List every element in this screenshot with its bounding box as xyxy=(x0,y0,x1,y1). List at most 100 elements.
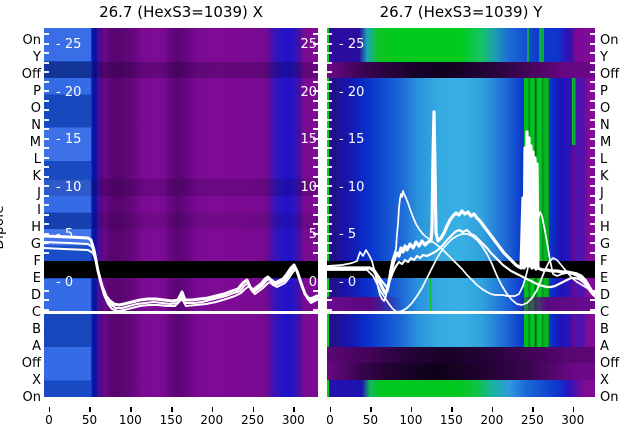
axis-minor-tick xyxy=(590,299,595,301)
row-label: D xyxy=(30,287,41,303)
axis-minor-tick xyxy=(590,33,595,35)
x-tick-label: 0 xyxy=(326,413,334,427)
x-tick-label: 200 xyxy=(200,413,224,427)
x-tick xyxy=(293,407,295,412)
axis-minor-tick xyxy=(313,128,318,130)
trace-line xyxy=(327,190,595,302)
axis-minor-tick xyxy=(327,204,332,206)
x-tick-label: 300 xyxy=(561,413,585,427)
y-tick-label: - 10 xyxy=(56,180,82,195)
axis-minor-tick xyxy=(313,166,318,168)
heatmap-band xyxy=(44,178,318,196)
axis-minor-tick xyxy=(313,99,318,102)
y-tick-label: - 20 xyxy=(56,85,82,100)
axis-minor-tick xyxy=(590,232,595,235)
axis-minor-tick xyxy=(44,213,49,216)
y-tick-label: - 5 xyxy=(56,227,74,242)
x-tick-label: 150 xyxy=(439,413,463,427)
x-tick xyxy=(410,407,413,412)
x-tick xyxy=(130,407,132,412)
axis-minor-tick xyxy=(590,71,595,73)
row-label: J xyxy=(600,185,604,201)
x-tick xyxy=(329,407,332,412)
row-label: Off xyxy=(600,355,620,371)
axis-minor-tick xyxy=(327,71,332,73)
axis-minor-tick xyxy=(327,42,332,45)
trace-line xyxy=(44,241,318,309)
row-label: N xyxy=(600,117,610,133)
x-tick xyxy=(451,407,453,412)
heatmap-band xyxy=(327,61,595,79)
axis-minor-tick xyxy=(590,166,595,168)
heatmap-band xyxy=(327,311,595,314)
axis-minor-tick xyxy=(44,175,49,178)
row-label: X xyxy=(32,372,41,388)
y-tick-label-right: 20 xyxy=(300,85,317,100)
row-label: I xyxy=(37,202,41,218)
row-label: Y xyxy=(600,49,608,65)
heatmap-base xyxy=(44,28,318,397)
trace-lines xyxy=(44,234,318,312)
axis-minor-tick xyxy=(313,52,318,54)
y-tick-label: - 10 xyxy=(339,180,365,195)
axis-minor-tick xyxy=(327,156,332,159)
x-tick xyxy=(252,407,254,412)
axis-minor-tick xyxy=(44,204,49,206)
trace-line xyxy=(44,247,318,312)
heatmap-band xyxy=(571,78,576,145)
row-label: On xyxy=(22,389,41,405)
axis-minor-tick xyxy=(44,109,49,111)
axis-minor-tick xyxy=(313,232,318,235)
row-label: K xyxy=(600,168,609,184)
heatmap-band xyxy=(44,311,318,314)
x-tick xyxy=(532,407,534,412)
x-tick xyxy=(171,407,173,412)
row-label: F xyxy=(600,253,608,269)
y-tick-label: - 0 xyxy=(56,275,74,290)
trace-line xyxy=(327,110,595,297)
x-axis-left: 0 50 100 150 200 250 300 xyxy=(44,397,318,439)
axis-minor-tick xyxy=(327,166,332,168)
row-label: C xyxy=(600,304,610,320)
row-label: P xyxy=(600,83,608,99)
axis-minor-tick xyxy=(590,156,595,159)
axis-minor-tick xyxy=(327,61,332,64)
y-tick-label: - 25 xyxy=(339,37,365,52)
axis-minor-tick xyxy=(44,80,49,83)
row-label: J xyxy=(37,185,41,201)
axis-minor-tick xyxy=(44,251,49,254)
row-label: I xyxy=(600,202,604,218)
axis-minor-tick xyxy=(327,33,332,35)
axis-minor-tick xyxy=(44,52,49,54)
y-tick-label: - 15 xyxy=(56,132,82,147)
axis-minor-tick xyxy=(313,289,318,292)
trace-line xyxy=(44,234,318,307)
x-axis-right: 0 50 100 150 200 250 300 xyxy=(326,397,595,439)
axis-minor-tick xyxy=(327,289,332,292)
axis-minor-tick xyxy=(327,147,332,149)
axis-minor-tick xyxy=(327,118,332,121)
axis-minor-tick xyxy=(44,166,49,168)
heatmap-panel-x: - 25 - 20 - 15 - 10 - 5 - 0 25 20 15 10 5 0 xyxy=(44,28,318,397)
axis-minor-tick xyxy=(327,242,332,244)
axis-minor-tick xyxy=(590,147,595,149)
panel-x-title: 26.7 (HexS3=1039) X xyxy=(99,3,263,21)
axis-minor-tick xyxy=(327,109,332,111)
axis-minor-tick xyxy=(590,52,595,54)
x-tick-label: 300 xyxy=(281,413,305,427)
row-label: A xyxy=(32,338,41,354)
row-label: C xyxy=(31,304,41,320)
axis-minor-tick xyxy=(44,194,49,197)
axis-minor-tick xyxy=(590,128,595,130)
x-tick-label: 50 xyxy=(362,413,379,427)
row-label: B xyxy=(600,321,609,337)
x-tick-label: 200 xyxy=(480,413,504,427)
axis-minor-tick xyxy=(590,251,595,254)
axis-minor-tick xyxy=(590,223,595,225)
panel-y-title: 26.7 (HexS3=1039) Y xyxy=(379,3,543,21)
x-tick-label: 250 xyxy=(520,413,544,427)
y-tick-label-right: 10 xyxy=(300,180,317,195)
x-tick xyxy=(572,407,575,412)
y-tick-label: - 5 xyxy=(339,227,357,242)
